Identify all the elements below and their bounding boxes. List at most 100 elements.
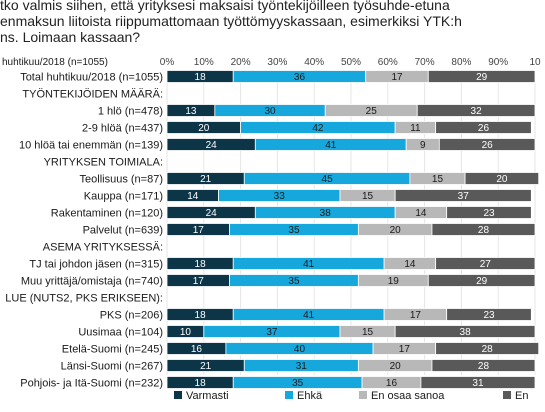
category-label: Total huhtikuu/2018 (n=1055): [20, 72, 163, 84]
title-line-3: ns. Loimaan kassaan?: [0, 29, 141, 45]
x-tick-label: 60%: [378, 57, 398, 68]
data-label: 26: [482, 140, 494, 151]
data-label: 38: [460, 327, 472, 338]
legend-swatch: [359, 391, 367, 399]
x-tick-label: 70%: [415, 57, 435, 68]
data-label: 36: [294, 72, 306, 83]
group-header-label: LUE (NUTS2, PKS ERIKSEEN):: [5, 293, 163, 305]
data-label: 41: [303, 259, 315, 270]
data-label: 38: [320, 208, 332, 219]
bar-segment: [431, 223, 536, 236]
data-label: 18: [195, 378, 207, 389]
data-label: 21: [200, 361, 212, 372]
data-label: 33: [274, 191, 286, 202]
category-label: 2-9 hlöä (n=437): [82, 123, 163, 135]
chart-title: tko valmis siihen, että yrityksesi maksa…: [0, 0, 545, 45]
data-label: 37: [266, 327, 278, 338]
bar-segment: [427, 274, 536, 287]
title-line-2: enmaksun liitoista riippumattomaan tyött…: [0, 13, 462, 29]
data-label: 28: [478, 225, 490, 236]
bar-segment: [438, 138, 536, 151]
data-label: 20: [496, 174, 508, 185]
data-label: 41: [303, 310, 315, 321]
data-label: 20: [390, 361, 402, 372]
data-label: 40: [294, 344, 306, 355]
data-label: 29: [476, 276, 488, 287]
legend-swatch: [285, 391, 293, 399]
data-label: 14: [187, 191, 199, 202]
category-label: 10 hlöä tai enemmän (n=139): [19, 140, 163, 152]
group-header-label: YRITYKSEN TOIMIALA:: [44, 157, 163, 169]
data-label: 17: [391, 72, 403, 83]
data-label: 35: [288, 225, 300, 236]
bar-segment: [446, 206, 532, 219]
bar-segment: [416, 104, 536, 117]
data-label: 20: [390, 225, 402, 236]
data-label: 24: [206, 208, 218, 219]
data-label: 11: [410, 123, 421, 134]
data-label: 41: [325, 140, 337, 151]
data-label: 30: [264, 106, 276, 117]
data-label: 14: [404, 259, 416, 270]
data-label: 15: [362, 191, 374, 202]
data-label: 29: [476, 72, 488, 83]
x-tick-label: 0%: [160, 57, 175, 68]
data-label: 17: [399, 344, 411, 355]
category-label: Länsi-Suomi (n=267): [61, 361, 163, 373]
x-tick-label: 50%: [341, 57, 361, 68]
group-header-label: ASEMA YRITYKSESSÄ:: [43, 242, 163, 254]
data-label: 20: [198, 123, 210, 134]
data-label: 24: [206, 140, 218, 151]
data-label: 17: [193, 225, 205, 236]
x-tick-label: 30%: [267, 57, 287, 68]
category-label: Uusimaa (n=104): [78, 327, 163, 339]
data-label: 9: [420, 140, 426, 151]
data-label: 13: [185, 106, 197, 117]
title-line-1: tko valmis siihen, että yrityksesi maksa…: [0, 0, 450, 13]
data-label: 21: [200, 174, 212, 185]
data-label: 17: [193, 276, 205, 287]
category-label: Etelä-Suomi (n=245): [62, 344, 163, 356]
x-tick-label: 40%: [304, 57, 324, 68]
x-tick-label: 20%: [231, 57, 251, 68]
data-label: 25: [366, 106, 378, 117]
data-label: 10: [180, 327, 192, 338]
data-label: 15: [362, 327, 374, 338]
data-label: 23: [483, 208, 495, 219]
bar-segment: [464, 172, 540, 185]
data-label: 18: [195, 72, 207, 83]
data-label: 17: [410, 310, 422, 321]
x-tick-label: 10%: [194, 57, 214, 68]
category-label: PKS (n=206): [100, 310, 163, 322]
category-label: Kauppa (n=171): [84, 191, 163, 203]
data-label: 35: [292, 378, 304, 389]
data-label: 19: [388, 276, 400, 287]
legend-label: Ehkä: [297, 390, 323, 402]
data-label: 28: [482, 344, 494, 355]
data-label: 28: [478, 361, 490, 372]
x-tick-label: 10: [529, 57, 541, 68]
data-label: 16: [191, 344, 203, 355]
legend-swatch: [174, 391, 182, 399]
group-header-label: TYÖNTEKIJÖIDEN MÄÄRÄ:: [22, 89, 163, 101]
bar-segment: [427, 70, 536, 83]
data-label: 31: [296, 361, 308, 372]
bar-segment: [394, 189, 532, 202]
category-label: Muu yrittäjä/omistaja (n=740): [21, 276, 163, 288]
bar-segment: [431, 359, 536, 372]
data-label: 14: [415, 208, 427, 219]
legend-swatch: [503, 391, 511, 399]
data-label: 18: [195, 310, 207, 321]
data-label: 35: [288, 276, 300, 287]
data-label: 27: [480, 259, 492, 270]
data-label: 31: [472, 378, 484, 389]
data-label: 16: [386, 378, 398, 389]
data-label: 42: [312, 123, 324, 134]
category-label: Teollisuus (n=87): [80, 174, 163, 186]
data-label: 37: [458, 191, 470, 202]
data-label: 32: [471, 106, 483, 117]
bar-segment: [435, 257, 536, 270]
bar-segment: [435, 121, 532, 134]
bar-segment: [420, 376, 536, 389]
